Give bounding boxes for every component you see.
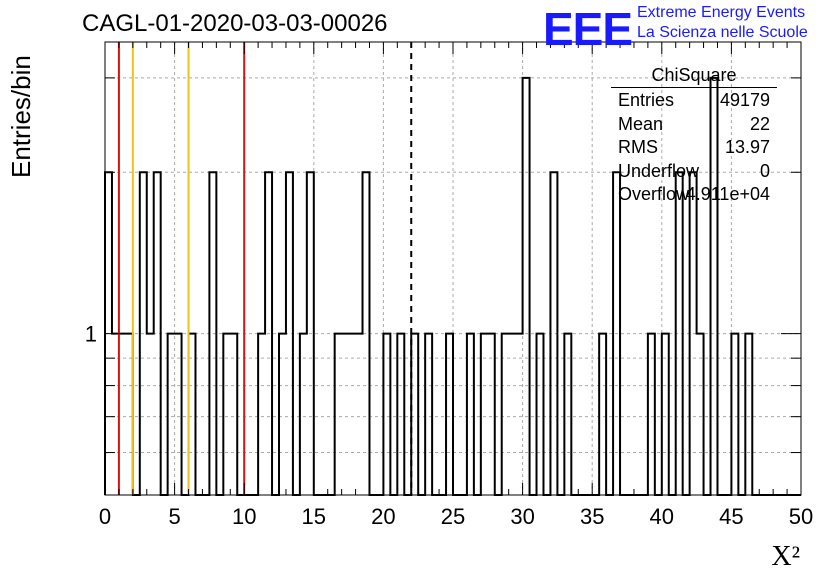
- stats-key: Underflow: [618, 160, 700, 181]
- stats-title: ChiSquare: [611, 65, 777, 88]
- x-tick-label: 25: [441, 504, 465, 529]
- stats-key: Overflow: [618, 184, 690, 204]
- histogram-outline: [104, 76, 801, 496]
- x-tick-label: 5: [168, 504, 180, 529]
- x-tick-label: 35: [580, 504, 604, 529]
- y-axis-label: Entries/bin: [6, 55, 36, 178]
- stats-row-overflow: Overflow 4.911e+04: [611, 184, 777, 208]
- x-tick-label: 30: [510, 504, 534, 529]
- stats-value: 4.911e+04: [685, 184, 770, 204]
- x-tick-label: 40: [650, 504, 674, 529]
- stats-box: ChiSquare Entries 49179 Mean 22 RMS 13.9…: [611, 65, 777, 208]
- axes: 0 5 10 15 20 25 30 35 40 45 50 1 X²: [85, 41, 813, 572]
- marker-lines: [117, 42, 413, 495]
- stats-row-underflow: Underflow 0: [611, 161, 777, 185]
- stats-key: Entries: [618, 90, 675, 110]
- x-tick-label: 45: [719, 504, 743, 529]
- eee-logo: EEE: [543, 3, 633, 55]
- x-tick-label: 20: [371, 504, 395, 529]
- stats-row-entries: Entries 49179: [611, 90, 777, 114]
- x-tick-label: 10: [232, 504, 256, 529]
- stats-value: 0: [759, 160, 770, 181]
- stats-row-rms: RMS 13.97: [611, 137, 777, 161]
- stats-key: Mean: [618, 113, 664, 134]
- histogram: [104, 76, 801, 496]
- stats-key: RMS: [618, 137, 658, 157]
- stats-value: 22: [749, 113, 770, 134]
- x-tick-label: 15: [302, 504, 326, 529]
- stats-row-mean: Mean 22: [611, 114, 777, 138]
- y-tick-label: 1: [85, 322, 97, 347]
- x-axis-label: X²: [771, 541, 800, 572]
- stats-value: 49179: [719, 90, 770, 110]
- x-tick-label: 50: [789, 504, 813, 529]
- chart-title: CAGL-01-2020-03-03-00026: [82, 10, 388, 37]
- logo-line-1: Extreme Energy Events: [637, 4, 806, 21]
- stats-value: 13.97: [724, 137, 770, 157]
- logo-line-2: La Scienza nelle Scuole: [637, 24, 808, 41]
- x-tick-label: 0: [99, 504, 111, 529]
